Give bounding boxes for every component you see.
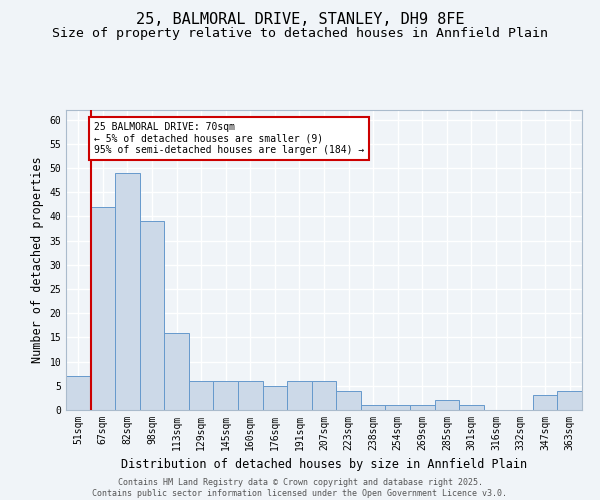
Bar <box>214 381 238 410</box>
Bar <box>91 207 115 410</box>
Bar <box>287 381 312 410</box>
Bar <box>238 381 263 410</box>
Text: Contains HM Land Registry data © Crown copyright and database right 2025.
Contai: Contains HM Land Registry data © Crown c… <box>92 478 508 498</box>
Bar <box>557 390 582 410</box>
Text: 25 BALMORAL DRIVE: 70sqm
← 5% of detached houses are smaller (9)
95% of semi-det: 25 BALMORAL DRIVE: 70sqm ← 5% of detache… <box>94 122 364 156</box>
Bar <box>361 405 385 410</box>
Bar <box>336 390 361 410</box>
Bar <box>434 400 459 410</box>
Bar <box>140 222 164 410</box>
Bar <box>115 173 140 410</box>
Bar <box>164 332 189 410</box>
Bar <box>459 405 484 410</box>
Y-axis label: Number of detached properties: Number of detached properties <box>31 156 44 364</box>
Text: Size of property relative to detached houses in Annfield Plain: Size of property relative to detached ho… <box>52 28 548 40</box>
Bar <box>410 405 434 410</box>
Text: 25, BALMORAL DRIVE, STANLEY, DH9 8FE: 25, BALMORAL DRIVE, STANLEY, DH9 8FE <box>136 12 464 28</box>
Bar <box>263 386 287 410</box>
Bar <box>385 405 410 410</box>
Bar <box>189 381 214 410</box>
Bar <box>533 396 557 410</box>
X-axis label: Distribution of detached houses by size in Annfield Plain: Distribution of detached houses by size … <box>121 458 527 471</box>
Bar <box>66 376 91 410</box>
Bar <box>312 381 336 410</box>
